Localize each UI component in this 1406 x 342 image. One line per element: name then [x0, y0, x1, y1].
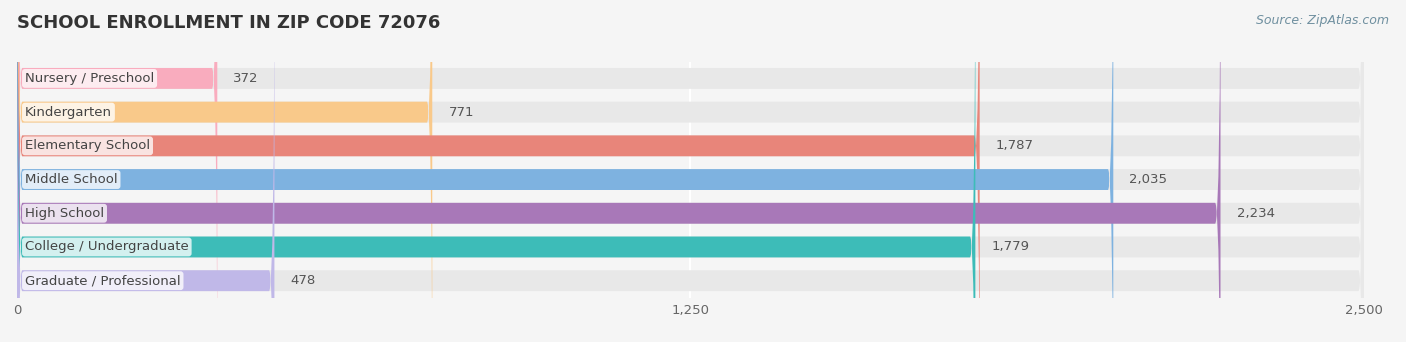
Text: Middle School: Middle School [25, 173, 118, 186]
FancyBboxPatch shape [17, 0, 1364, 342]
FancyBboxPatch shape [17, 0, 1364, 342]
Text: 1,779: 1,779 [991, 240, 1029, 253]
FancyBboxPatch shape [17, 0, 274, 342]
FancyBboxPatch shape [17, 0, 1364, 342]
FancyBboxPatch shape [17, 0, 1220, 342]
Text: Source: ZipAtlas.com: Source: ZipAtlas.com [1256, 14, 1389, 27]
FancyBboxPatch shape [17, 0, 1114, 342]
Text: 478: 478 [291, 274, 316, 287]
FancyBboxPatch shape [17, 0, 1364, 342]
Text: 771: 771 [449, 106, 474, 119]
Text: High School: High School [25, 207, 104, 220]
Text: 372: 372 [233, 72, 259, 85]
Text: SCHOOL ENROLLMENT IN ZIP CODE 72076: SCHOOL ENROLLMENT IN ZIP CODE 72076 [17, 14, 440, 32]
Text: Elementary School: Elementary School [25, 139, 150, 152]
FancyBboxPatch shape [17, 0, 1364, 342]
Text: Nursery / Preschool: Nursery / Preschool [25, 72, 155, 85]
Text: College / Undergraduate: College / Undergraduate [25, 240, 188, 253]
FancyBboxPatch shape [17, 0, 976, 342]
FancyBboxPatch shape [17, 0, 1364, 342]
Text: 2,234: 2,234 [1237, 207, 1275, 220]
FancyBboxPatch shape [17, 0, 1364, 342]
Text: 1,787: 1,787 [995, 139, 1033, 152]
Text: Graduate / Professional: Graduate / Professional [25, 274, 180, 287]
FancyBboxPatch shape [17, 0, 432, 342]
FancyBboxPatch shape [17, 0, 980, 342]
FancyBboxPatch shape [17, 0, 218, 342]
Text: 2,035: 2,035 [1129, 173, 1167, 186]
Text: Kindergarten: Kindergarten [25, 106, 112, 119]
